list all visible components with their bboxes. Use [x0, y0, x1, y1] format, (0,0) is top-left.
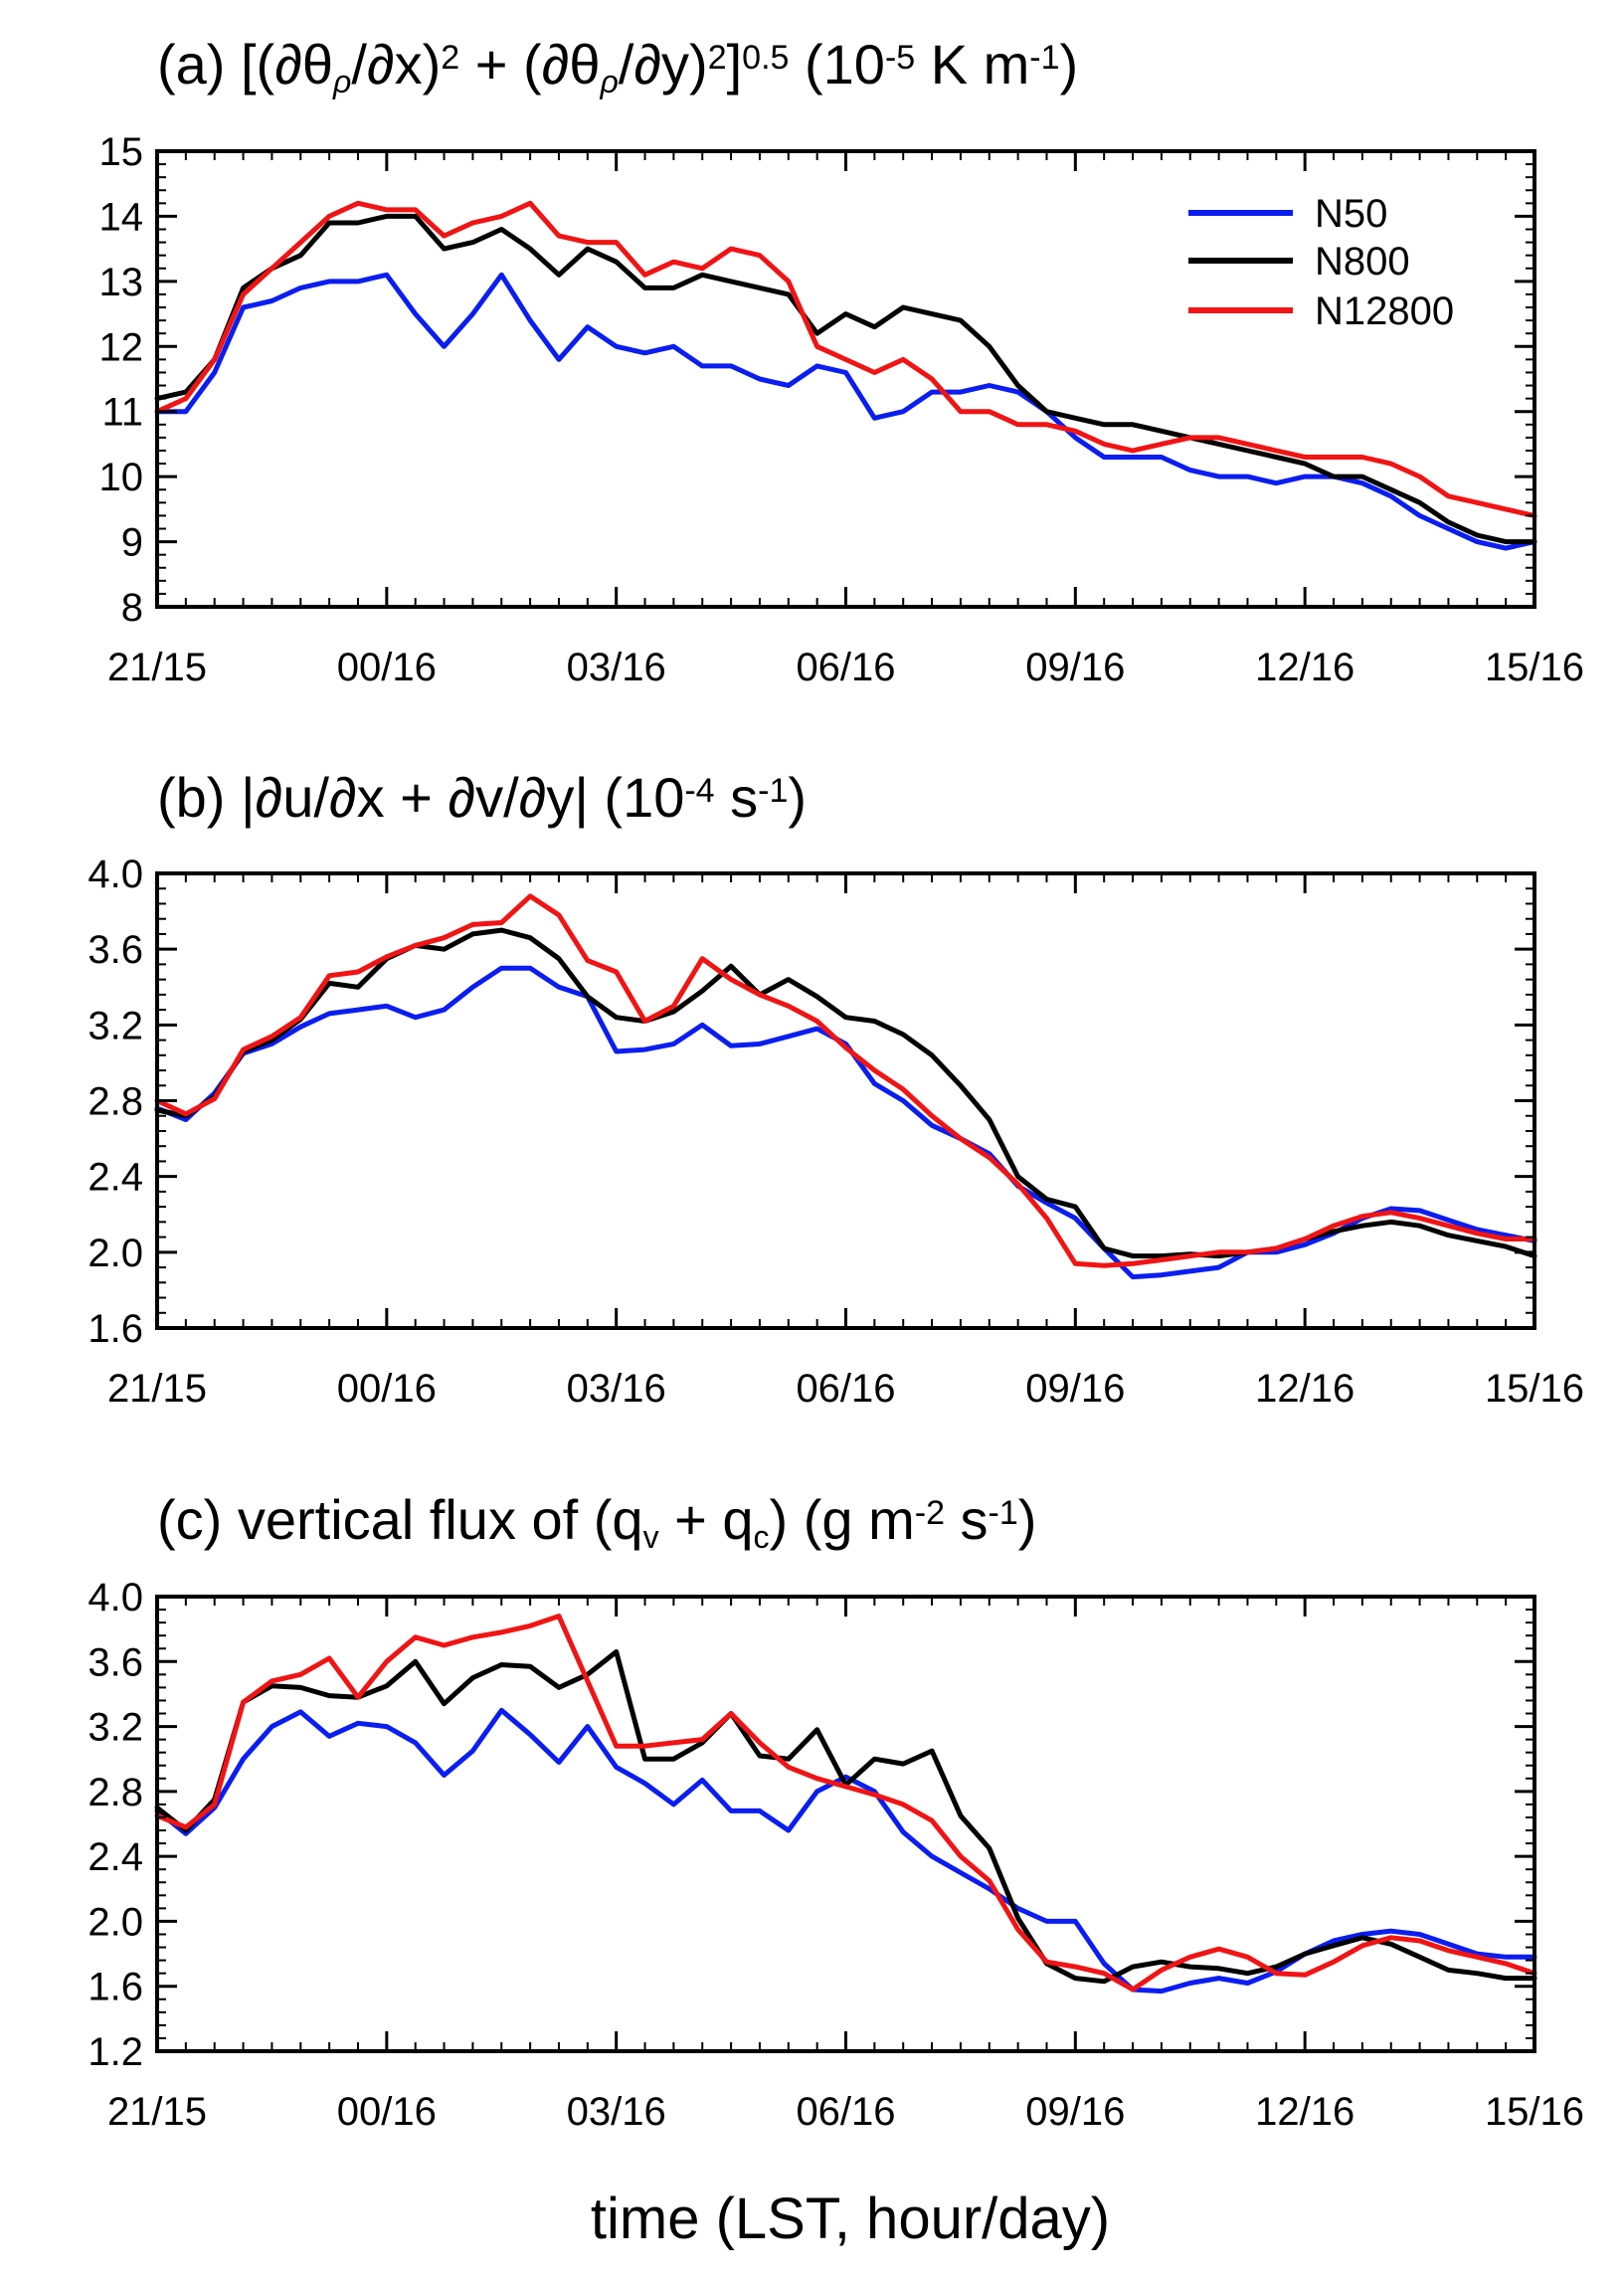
y-tick-label-b: 2.4 [88, 1156, 143, 1200]
series-line-b-n50 [154, 965, 1537, 1280]
x-axis-label: time (LST, hour/day) [591, 2187, 1110, 2251]
y-tick-label-b: 2.8 [88, 1080, 143, 1124]
y-tick-label-b: 1.6 [88, 1307, 143, 1351]
y-tick-label-a: 15 [99, 130, 144, 174]
x-tick-label-a: 21/15 [107, 646, 207, 689]
x-tick-label-c: 00/16 [337, 2090, 437, 2134]
y-tick-label-a: 9 [121, 521, 143, 565]
legend-label-n12800: N12800 [1315, 289, 1454, 333]
panel-a-title: (a) [(∂θρ/∂x)2 + (∂θρ/∂y)2]0.5 (10-5 K m… [157, 33, 1078, 99]
x-tick-label-a: 12/16 [1255, 646, 1354, 689]
x-tick-label-c: 12/16 [1255, 2090, 1354, 2134]
x-tick-label-c: 09/16 [1025, 2090, 1125, 2134]
x-tick-label-a: 15/16 [1485, 646, 1584, 689]
panel-c-title: (c) vertical flux of (qv + qc) (g m-2 s-… [157, 1488, 1036, 1555]
x-tick-label-a: 03/16 [567, 646, 666, 689]
y-tick-label-b: 3.6 [88, 928, 143, 972]
legend-label-n800: N800 [1315, 240, 1410, 284]
y-tick-label-c: 3.2 [88, 1706, 143, 1750]
plot-frame-c [155, 1595, 1536, 2053]
panel-b: (b) |∂u/∂x + ∂v/∂y| (10-4 s-1) 1.6 2.0 2.4… [88, 766, 1584, 1411]
legend-label-n50: N50 [1315, 192, 1387, 236]
panel-c: (c) vertical flux of (qv + qc) (g m-2 s-… [88, 1488, 1584, 2251]
y-tick-label-c: 1.6 [88, 1966, 143, 2009]
x-tick-label-b: 15/16 [1485, 1367, 1584, 1411]
y-tick-label-c: 4.0 [88, 1576, 143, 1619]
legend: N50 N800 N12800 [1188, 192, 1454, 333]
x-tick-label-c: 15/16 [1485, 2090, 1584, 2134]
x-tick-label-a: 06/16 [796, 646, 895, 689]
y-tick-label-a: 14 [99, 195, 144, 239]
series-line-a-n800 [154, 213, 1537, 545]
plot-area-b: 1.6 2.0 2.4 2.8 3.2 3.6 4.0 21/15 00/16 03/16 06/1… [88, 853, 1584, 1411]
y-tick-label-c: 1.2 [88, 2030, 143, 2074]
x-tick-label-b: 00/16 [337, 1367, 437, 1411]
x-tick-label-a: 00/16 [337, 646, 437, 689]
y-tick-label-c: 2.4 [88, 1835, 143, 1879]
x-tick-label-a: 09/16 [1025, 646, 1125, 689]
series-line-c-n12800 [154, 1614, 1537, 1993]
y-tick-label-a: 11 [101, 391, 143, 435]
x-tick-label-b: 03/16 [567, 1367, 666, 1411]
series-line-c-n800 [154, 1649, 1537, 1985]
plot-area-c: 1.2 1.6 2.0 2.4 2.8 3.2 3.6 4.0 21/15 00/16 03/16 0… [88, 1576, 1584, 2134]
x-tick-label-b: 21/15 [107, 1367, 207, 1411]
series-line-a-n50 [154, 272, 1537, 551]
plot-frame-b [155, 871, 1536, 1330]
x-tick-label-c: 03/16 [567, 2090, 666, 2134]
series-line-b-n12800 [154, 893, 1537, 1268]
y-tick-label-a: 12 [99, 325, 144, 369]
y-tick-label-a: 13 [99, 261, 144, 304]
series-line-b-n800 [154, 927, 1537, 1259]
y-tick-label-c: 3.6 [88, 1640, 143, 1684]
y-tick-label-a: 8 [121, 586, 143, 630]
x-tick-label-b: 09/16 [1025, 1367, 1125, 1411]
y-tick-label-c: 2.0 [88, 1900, 143, 1944]
y-tick-label-b: 4.0 [88, 853, 143, 896]
x-tick-label-b: 06/16 [796, 1367, 895, 1411]
panel-b-title: (b) |∂u/∂x + ∂v/∂y| (10-4 s-1) [157, 766, 807, 829]
panel-a: (a) [(∂θρ/∂x)2 + (∂θρ/∂y)2]0.5 (10-5 K m… [99, 33, 1585, 689]
y-tick-label-b: 3.2 [88, 1004, 143, 1047]
x-tick-label-c: 21/15 [107, 2090, 207, 2134]
series-line-a-n12800 [154, 200, 1537, 518]
y-tick-label-b: 2.0 [88, 1232, 143, 1275]
y-tick-label-c: 2.8 [88, 1771, 143, 1814]
plot-area-a: 8 9 10 11 12 13 14 15 21/15 00/16 03/16 06/16 09/16 1… [99, 130, 1585, 689]
x-tick-label-b: 12/16 [1255, 1367, 1354, 1411]
x-tick-label-c: 06/16 [796, 2090, 895, 2134]
y-tick-label-a: 10 [99, 456, 144, 499]
